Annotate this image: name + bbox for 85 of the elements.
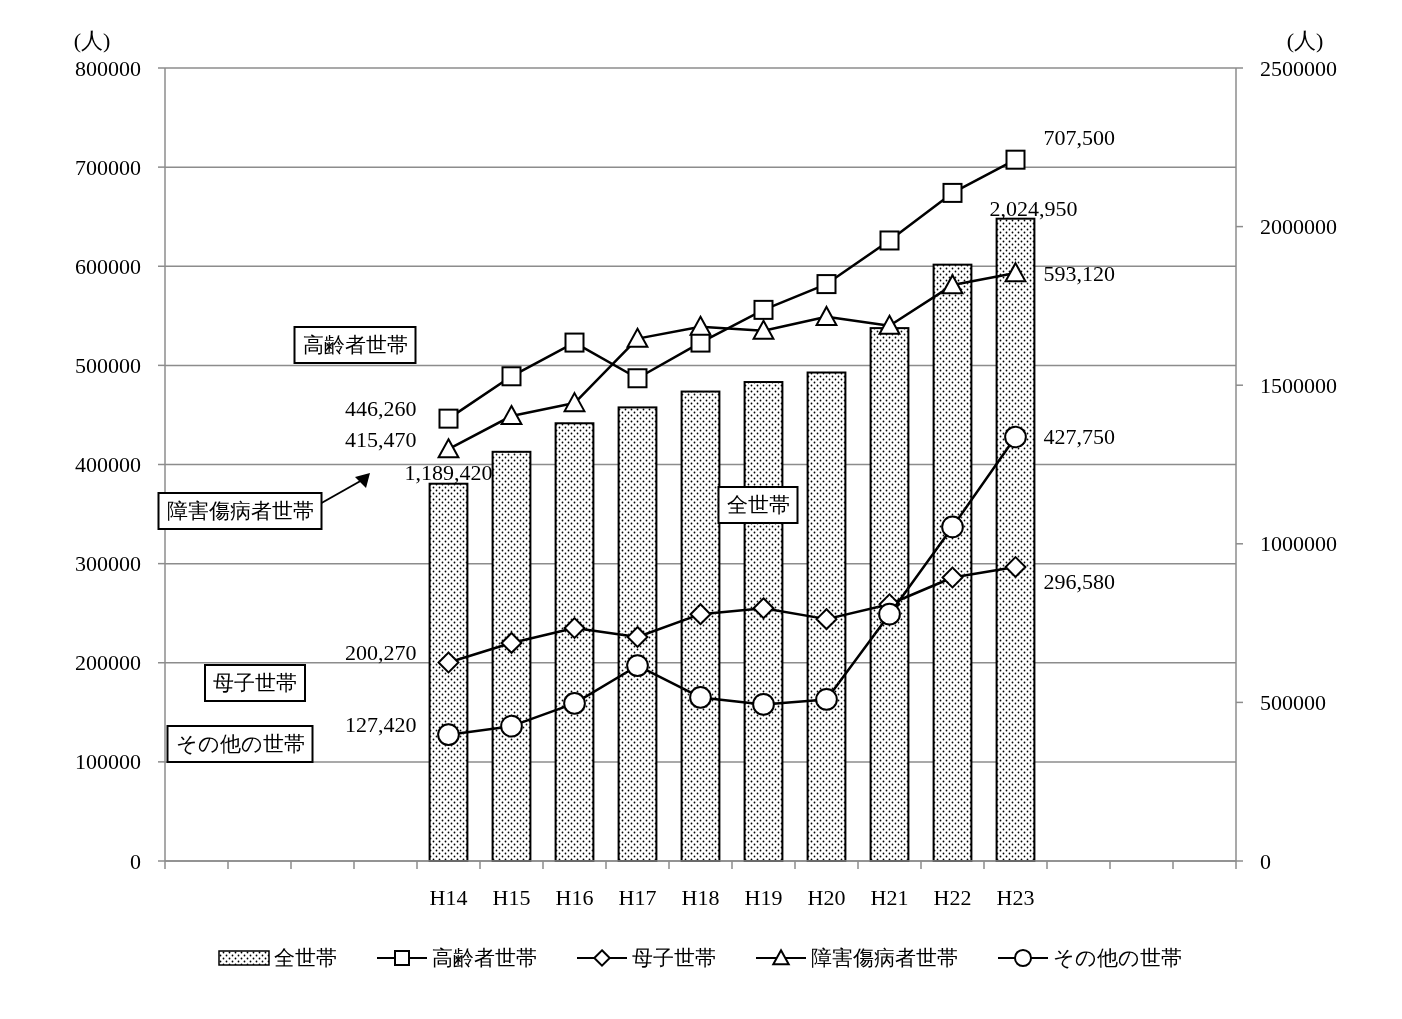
y2-tick-label: 1000000 [1260, 531, 1337, 557]
x-tick-label: H19 [744, 884, 783, 910]
x-tick-label: H23 [996, 884, 1035, 910]
legend-label: 高齢者世帯 [432, 946, 537, 970]
point [501, 366, 522, 387]
point [752, 693, 775, 716]
point [941, 566, 964, 589]
point [1004, 425, 1027, 449]
point [815, 305, 838, 326]
y2-tick-label: 1500000 [1260, 372, 1337, 398]
point [753, 299, 774, 320]
point [1004, 556, 1027, 578]
x-tick-label: H22 [933, 884, 972, 910]
point [942, 182, 963, 203]
x-tick-label: H14 [429, 884, 468, 910]
y2-axis-title: (人) [1286, 27, 1324, 53]
y2-tick-label: 2500000 [1260, 55, 1337, 81]
x-tick-label: H16 [555, 884, 594, 910]
point [752, 319, 775, 340]
data-label: 2,024,950 [989, 196, 1078, 222]
x-tick-label: H18 [681, 884, 720, 910]
point [1004, 262, 1027, 283]
point [627, 368, 648, 389]
point [752, 597, 775, 620]
point [941, 515, 964, 539]
point [1005, 149, 1026, 170]
annotation: その他の世帯 [175, 732, 305, 756]
point [563, 617, 586, 639]
annotation: 高齢者世帯 [302, 333, 408, 357]
data-label: 427,750 [1043, 424, 1115, 450]
point [815, 688, 838, 711]
data-label: 296,580 [1043, 568, 1115, 594]
point [816, 274, 837, 295]
x-tick-label: H17 [618, 884, 657, 910]
y-tick-label: 0 [130, 848, 141, 874]
y-tick-label: 100000 [75, 749, 141, 775]
y-tick-label: 400000 [75, 452, 141, 477]
data-label: 200,270 [345, 639, 417, 665]
y-tick-label: 200000 [75, 650, 141, 676]
data-label: 593,120 [1043, 260, 1115, 286]
point [878, 602, 901, 626]
legend-label: 母子世帯 [632, 946, 716, 970]
point [626, 327, 649, 348]
x-tick-label: H21 [870, 884, 909, 910]
point [815, 608, 838, 631]
point [879, 230, 900, 251]
annotation: 障害傷病者世帯 [166, 499, 314, 523]
data-label: 1,189,420 [404, 460, 493, 486]
data-label: 446,260 [345, 396, 417, 422]
point [689, 603, 712, 626]
point [689, 315, 712, 336]
y-tick-label: 700000 [75, 154, 141, 180]
y2-tick-label: 500000 [1260, 689, 1326, 715]
annotation: 母子世帯 [213, 671, 297, 695]
point [563, 392, 586, 413]
point [437, 723, 460, 747]
point [438, 408, 459, 429]
y-tick-label: 600000 [75, 253, 141, 279]
y2-tick-label: 2000000 [1260, 214, 1337, 240]
x-tick-label: H20 [807, 884, 846, 910]
y2-tick-label: 0 [1260, 848, 1271, 874]
point [500, 714, 523, 738]
point [626, 626, 649, 648]
data-label: 707,500 [1043, 125, 1115, 151]
point [941, 274, 964, 295]
y-tick-label: 500000 [75, 352, 141, 378]
point [437, 651, 460, 674]
point [564, 332, 585, 353]
point [500, 405, 523, 426]
data-label: 415,470 [345, 426, 417, 452]
y-axis-title: (人) [73, 27, 111, 53]
x-tick-label: H15 [492, 884, 531, 910]
annotation: 全世帯 [726, 493, 790, 517]
data-label: 127,420 [345, 712, 417, 738]
legend-label: 障害傷病者世帯 [811, 946, 958, 970]
legend-label: その他の世帯 [1053, 946, 1182, 970]
point [689, 686, 712, 709]
point [878, 314, 901, 335]
y-tick-label: 300000 [75, 551, 141, 577]
point [563, 692, 586, 715]
point [437, 438, 460, 459]
point [500, 632, 523, 654]
y-tick-label: 800000 [75, 55, 141, 81]
point [626, 654, 649, 678]
legend-label: 全世帯 [274, 946, 337, 970]
